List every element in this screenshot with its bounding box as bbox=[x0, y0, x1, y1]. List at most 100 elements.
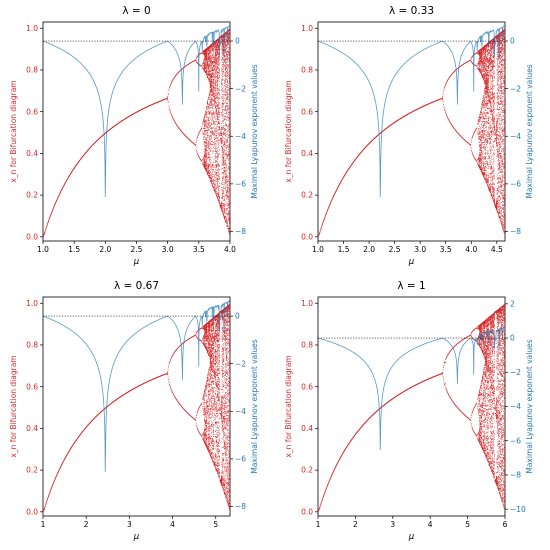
y-left-tick-label: 0.8 bbox=[301, 66, 313, 75]
lyapunov-curve bbox=[318, 326, 505, 450]
x-axis-label: μ bbox=[133, 532, 140, 542]
y-right-tick-label: −2 bbox=[235, 359, 246, 368]
bifurcation-points bbox=[318, 29, 506, 237]
lyapunov-curve bbox=[318, 24, 505, 197]
y-right-tick-label: −4 bbox=[510, 132, 521, 141]
x-tick-label: 5 bbox=[213, 520, 218, 529]
y-left-tick-label: 0.4 bbox=[301, 149, 313, 158]
x-tick-label: 3.5 bbox=[440, 245, 452, 254]
x-tick-label: 2.0 bbox=[99, 245, 111, 254]
x-axis-label: μ bbox=[408, 257, 415, 267]
y-right-tick-label: −4 bbox=[235, 132, 246, 141]
y-left-tick-label: 0.6 bbox=[26, 107, 38, 116]
y-left-tick-label: 0.6 bbox=[26, 382, 38, 391]
x-axis-label: μ bbox=[133, 257, 140, 267]
y-right-tick-label: −10 bbox=[510, 505, 526, 514]
y-left-tick-label: 0.4 bbox=[26, 424, 38, 433]
y-right-tick-label: −2 bbox=[235, 84, 246, 93]
y-right-tick-label: 2 bbox=[510, 299, 515, 308]
y-right-tick-label: −6 bbox=[235, 179, 246, 188]
chart-panel-3: λ = 0.67 0.0 0.2 0.4 0.6 0.8 1.0 0 −2 −4 −6 −8 1 2 3 4 5… bbox=[0, 275, 275, 549]
y-right-tick-label: −6 bbox=[510, 179, 521, 188]
y-left-tick-label: 0.0 bbox=[26, 232, 38, 241]
x-tick-label: 4.0 bbox=[224, 245, 236, 254]
x-tick-label: 2 bbox=[84, 520, 89, 529]
y-left-tick-label: 0.2 bbox=[301, 191, 313, 200]
x-axis-label: μ bbox=[408, 532, 415, 542]
y-right-tick-label: −2 bbox=[510, 84, 521, 93]
y-left-axis-label: x_n for Bifurcation diagram bbox=[9, 355, 18, 457]
y-left-tick-label: 1.0 bbox=[26, 24, 38, 33]
chart-panel-2: λ = 0.33 0.0 0.2 0.4 0.6 0.8 1.0 0 −2 −4 −6 −8 1.0 1.… bbox=[275, 0, 550, 275]
x-tick-label: 6 bbox=[503, 520, 508, 529]
y-right-axis-label: Maximal Lyapunov exponent values bbox=[250, 64, 259, 198]
y-left-tick-label: 0.0 bbox=[26, 507, 38, 516]
y-right-tick-label: −8 bbox=[510, 471, 521, 480]
y-left-tick-label: 0.0 bbox=[301, 232, 313, 241]
x-tick-label: 2.5 bbox=[389, 245, 401, 254]
bifurcation-points bbox=[318, 304, 506, 512]
y-right-tick-label: −2 bbox=[510, 368, 521, 377]
x-tick-label: 3.0 bbox=[162, 245, 174, 254]
y-left-tick-label: 0.6 bbox=[301, 382, 313, 391]
x-tick-label: 2.0 bbox=[363, 245, 375, 254]
y-right-tick-label: 0 bbox=[235, 312, 240, 321]
y-right-tick-label: −6 bbox=[510, 436, 521, 445]
y-right-axis-label: Maximal Lyapunov exponent values bbox=[250, 339, 259, 473]
x-tick-label: 3.5 bbox=[193, 245, 205, 254]
x-tick-label: 1 bbox=[41, 520, 46, 529]
y-left-tick-label: 0.8 bbox=[26, 66, 38, 75]
y-left-tick-label: 0.2 bbox=[26, 466, 38, 475]
y-right-tick-label: 0 bbox=[510, 334, 515, 343]
y-left-tick-label: 0.2 bbox=[26, 191, 38, 200]
y-right-axis-label: Maximal Lyapunov exponent values bbox=[525, 339, 534, 473]
chart-title: λ = 0.33 bbox=[389, 5, 434, 17]
y-right-axis-label: Maximal Lyapunov exponent values bbox=[525, 64, 534, 198]
x-tick-label: 4.5 bbox=[491, 245, 503, 254]
y-right-tick-label: −6 bbox=[235, 454, 246, 463]
y-right-tick-label: 0 bbox=[510, 37, 515, 46]
chart-title: λ = 0 bbox=[122, 5, 150, 17]
y-left-axis-label: x_n for Bifurcation diagram bbox=[284, 355, 293, 457]
chart-svg: λ = 0.33 0.0 0.2 0.4 0.6 0.8 1.0 0 −2 −4 −6 −8 1.0 1.… bbox=[275, 0, 550, 275]
lyapunov-curve bbox=[43, 24, 230, 197]
y-left-tick-label: 0.8 bbox=[26, 341, 38, 350]
y-left-tick-label: 0.4 bbox=[26, 149, 38, 158]
y-right-tick-label: −8 bbox=[235, 502, 246, 511]
y-right-tick-label: −8 bbox=[510, 227, 521, 236]
bifurcation-points bbox=[43, 28, 231, 236]
y-left-axis-label: x_n for Bifurcation diagram bbox=[9, 80, 18, 182]
y-left-tick-label: 0.2 bbox=[301, 466, 313, 475]
y-left-tick-label: 1.0 bbox=[301, 299, 313, 308]
y-left-tick-label: 1.0 bbox=[301, 24, 313, 33]
bifurcation-points bbox=[43, 303, 231, 512]
y-right-tick-label: −4 bbox=[510, 402, 521, 411]
y-left-tick-label: 1.0 bbox=[26, 299, 38, 308]
chart-title: λ = 1 bbox=[397, 280, 425, 292]
x-tick-label: 1.0 bbox=[37, 245, 49, 254]
y-right-tick-label: −4 bbox=[235, 407, 246, 416]
y-left-tick-label: 0.8 bbox=[301, 341, 313, 350]
x-tick-label: 3 bbox=[390, 520, 395, 529]
x-tick-label: 3 bbox=[127, 520, 132, 529]
x-tick-label: 2 bbox=[353, 520, 358, 529]
x-tick-label: 2.5 bbox=[131, 245, 143, 254]
y-left-axis-label: x_n for Bifurcation diagram bbox=[284, 80, 293, 182]
y-left-tick-label: 0.0 bbox=[301, 507, 313, 516]
y-right-tick-label: −8 bbox=[235, 227, 246, 236]
x-tick-label: 1.0 bbox=[312, 245, 324, 254]
x-tick-label: 1.5 bbox=[338, 245, 350, 254]
y-left-tick-label: 0.6 bbox=[301, 107, 313, 116]
x-tick-label: 4 bbox=[428, 520, 433, 529]
x-tick-label: 4.0 bbox=[465, 245, 477, 254]
lyapunov-curve bbox=[43, 299, 230, 472]
chart-title: λ = 0.67 bbox=[114, 280, 159, 292]
chart-svg: λ = 0.67 0.0 0.2 0.4 0.6 0.8 1.0 0 −2 −4 −6 −8 1 2 3 4 5… bbox=[0, 275, 275, 550]
x-tick-label: 3.0 bbox=[414, 245, 426, 254]
x-tick-label: 4 bbox=[170, 520, 175, 529]
y-left-tick-label: 0.4 bbox=[301, 424, 313, 433]
